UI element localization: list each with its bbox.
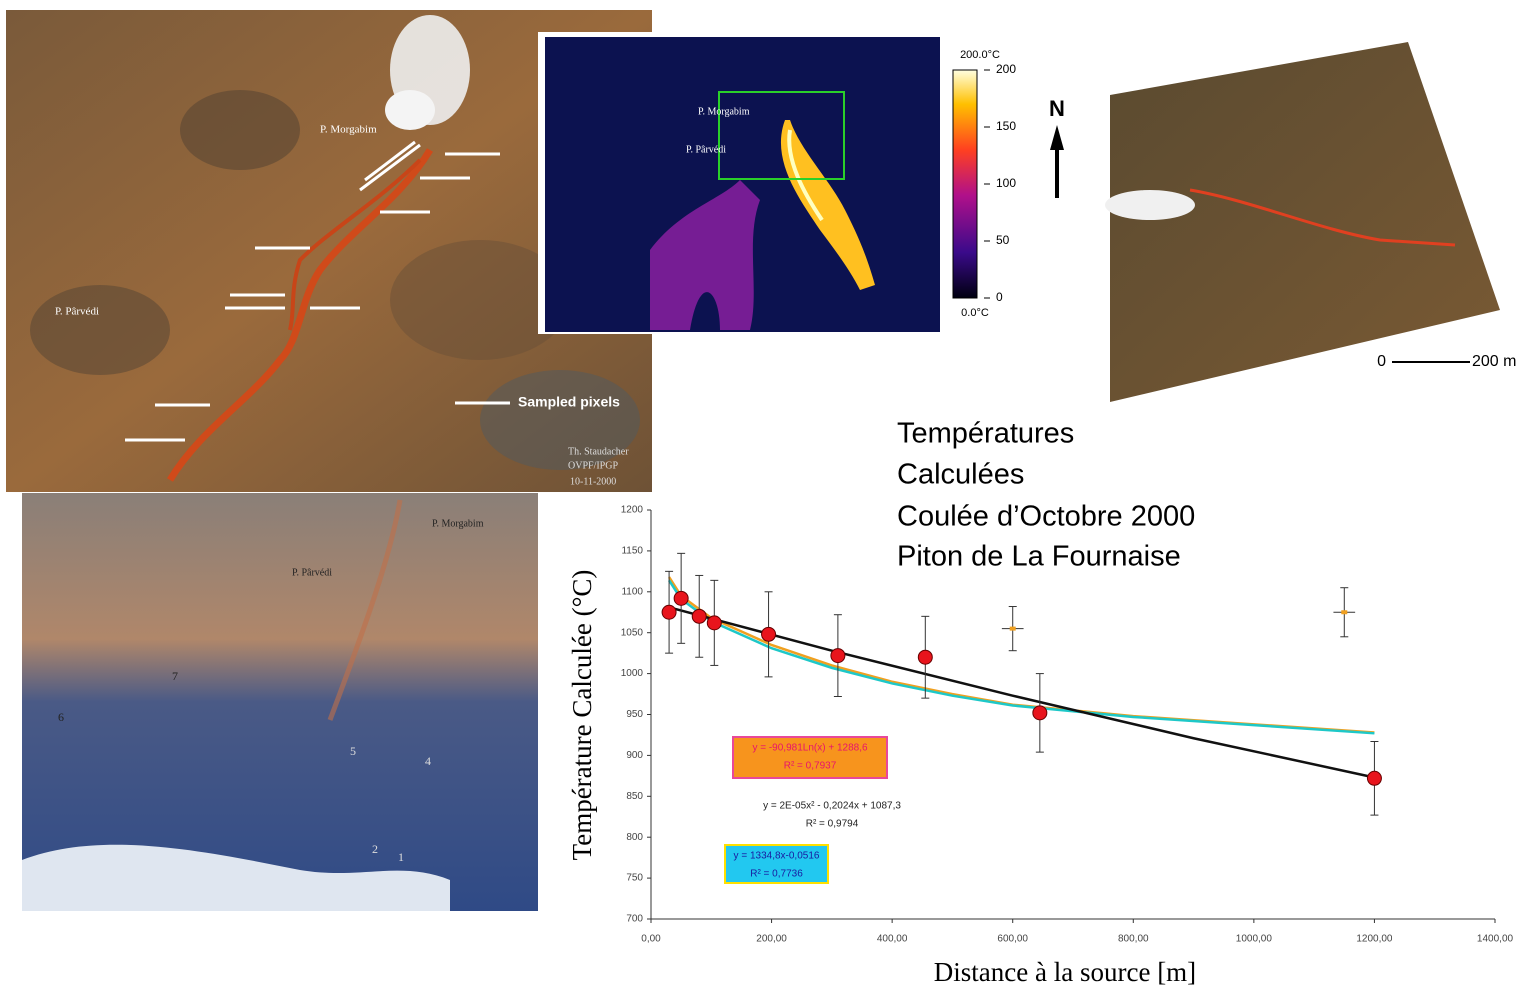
chart: Température Calculée (°C) Distance à la … — [567, 505, 1513, 988]
data-point — [831, 649, 845, 663]
x-tick-label: 600,00 — [997, 934, 1028, 945]
colorbar-tick-label: 0 — [996, 290, 1003, 304]
colorbar-max: 200.0°C — [960, 49, 1000, 61]
data-point — [707, 616, 721, 630]
label: P. Pârvédi — [55, 306, 99, 318]
north: N — [1049, 96, 1065, 121]
fit-equation: y = 1334,8x-0,0516 — [734, 851, 820, 862]
y-tick-label: 1000 — [621, 668, 644, 679]
label: 4 — [425, 754, 431, 768]
y-tick-label: 1200 — [621, 505, 644, 516]
label: P. Morgabim — [320, 124, 377, 136]
scale-label: 200 m — [1472, 353, 1516, 370]
thermal-image: P. Morgabim P. Pârvédi 200.0°C 0.0°C 0 50… — [538, 32, 1016, 334]
y-tick-label: 700 — [626, 914, 643, 925]
fit-r2: R² = 0,9794 — [806, 819, 859, 830]
label: P. Morgabim — [432, 518, 484, 529]
x-axis-label: Distance à la source [m] — [934, 957, 1196, 987]
x-tick-label: 200,00 — [756, 934, 787, 945]
label: P. Pârvédi — [292, 567, 332, 578]
data-point — [1341, 610, 1347, 614]
x-tick-label: 800,00 — [1118, 934, 1149, 945]
x-tick-label: 1000,00 — [1236, 934, 1273, 945]
colorbar — [953, 70, 977, 298]
y-tick-label: 1100 — [621, 586, 643, 597]
fit-r2: R² = 0,7937 — [784, 761, 837, 772]
x-tick-label: 400,00 — [877, 934, 908, 945]
title-line: Coulée d’Octobre 2000 — [897, 501, 1195, 533]
fit-equation: y = 2E-05x² - 0,2024x + 1087,3 — [763, 801, 901, 812]
fit-equation: y = -90,981Ln(x) + 1288,6 — [752, 743, 868, 754]
label: 5 — [350, 744, 356, 758]
map: N 0 200 m — [1049, 42, 1516, 402]
colorbar-tick-label: 150 — [996, 119, 1016, 133]
title-line: Piton de La Fournaise — [897, 541, 1181, 573]
y-tick-label: 800 — [626, 832, 643, 843]
credit: Th. Staudacher — [568, 446, 629, 457]
data-point — [762, 627, 776, 641]
colorbar-min: 0.0°C — [961, 307, 989, 319]
title: Températures Calculées Coulée d’Octobre … — [897, 418, 1195, 573]
x-tick-label: 1400,00 — [1477, 934, 1514, 945]
label: P. Pârvédi — [686, 144, 726, 155]
data-point — [918, 650, 932, 664]
y-axis-label: Température Calculée (°C) — [567, 570, 597, 861]
data-point — [1010, 627, 1016, 631]
label: Sampled pixels — [518, 394, 620, 410]
label: 2 — [372, 842, 378, 856]
x-tick-label: 1200,00 — [1356, 934, 1393, 945]
scale-label: 0 — [1377, 353, 1386, 370]
fit-r2: R² = 0,7736 — [750, 869, 803, 880]
label: 6 — [58, 710, 64, 724]
slide: P. Morgabim P. Pârvédi Sampled pixels Th… — [0, 0, 1533, 997]
data-point — [1033, 706, 1047, 720]
title-line: Températures — [897, 418, 1074, 450]
label: P. Morgabim — [698, 106, 750, 117]
y-tick-label: 1150 — [621, 546, 643, 557]
fit-line — [669, 577, 1374, 732]
y-tick-label: 900 — [626, 750, 643, 761]
oblique-photo: P. Morgabim P. Pârvédi 1 2 4 5 6 7 — [22, 493, 538, 911]
label: 7 — [172, 669, 178, 683]
data-point — [1367, 771, 1381, 785]
colorbar-tick-label: 50 — [996, 233, 1010, 247]
credit: 10-11-2000 — [570, 476, 616, 487]
data-point — [674, 591, 688, 605]
y-tick-label: 950 — [626, 709, 643, 720]
data-point — [692, 609, 706, 623]
y-tick-label: 750 — [626, 873, 643, 884]
y-tick-label: 1050 — [621, 627, 644, 638]
fit-line — [669, 580, 1374, 733]
title-line: Calculées — [897, 459, 1024, 491]
label: 1 — [398, 850, 404, 864]
colorbar-tick-label: 200 — [996, 62, 1016, 76]
y-tick-label: 850 — [626, 791, 643, 802]
data-point — [662, 605, 676, 619]
colorbar-tick-label: 100 — [996, 176, 1016, 190]
x-tick-label: 0,00 — [641, 934, 661, 945]
credit: OVPF/IPGP — [568, 460, 618, 471]
